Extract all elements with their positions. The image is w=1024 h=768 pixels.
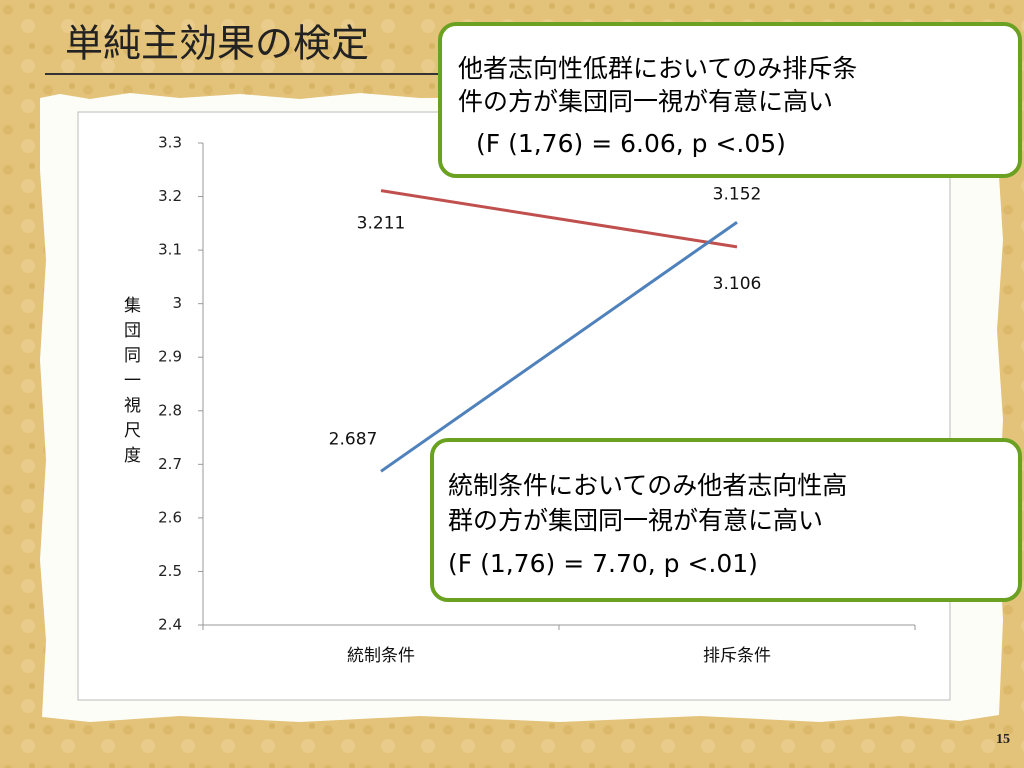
data-label: 3.152: [713, 184, 762, 204]
x-tick-label: 排斥条件: [703, 646, 771, 666]
y-tick-label: 2.4: [158, 616, 182, 634]
page-number: 15: [996, 732, 1010, 747]
y-tick-label: 2.6: [158, 508, 182, 526]
callout-text: 統制条件においてのみ他者志向性高: [448, 471, 847, 500]
y-tick-label: 3.2: [158, 187, 182, 205]
y-tick-label: 2.8: [158, 401, 182, 419]
callout-text: (F (1,76) = 7.70, p <.01): [448, 549, 758, 578]
callout-box: [430, 438, 1022, 602]
x-tick-label: 統制条件: [347, 646, 415, 666]
callout-text: (F (1,76) = 6.06, p <.05): [476, 129, 786, 158]
y-tick-label: 2.9: [158, 348, 182, 366]
series-line: [380, 189, 738, 249]
y-tick-label: 3.3: [158, 134, 182, 152]
data-label: 3.211: [357, 214, 406, 234]
data-label: 3.106: [713, 274, 762, 294]
series-line: [380, 221, 738, 473]
callout-text: 他者志向性低群においてのみ排斥条: [458, 54, 857, 83]
y-tick-label: 3.1: [158, 241, 182, 259]
y-tick-label: 3: [172, 294, 182, 312]
callout-text: 件の方が集団同一視が有意に高い: [458, 87, 833, 116]
callout-text: 群の方が集団同一視が有意に高い: [448, 506, 823, 535]
chart-frame: [77, 111, 951, 701]
callout-box: [438, 22, 1022, 178]
chart: 2.4 2.5 2.6 2.7 2.8 2.9 3 3.1 3.2 3.3 統制条件 排斥条件 集団同一…: [120, 134, 916, 666]
y-tick-label: 2.7: [158, 455, 182, 473]
slide-title: 単純主効果の検定: [65, 22, 369, 66]
y-axis-label: 集団同一視尺度: [120, 296, 141, 471]
data-label: 2.687: [329, 429, 378, 449]
y-tick-label: 2.5: [158, 562, 182, 580]
